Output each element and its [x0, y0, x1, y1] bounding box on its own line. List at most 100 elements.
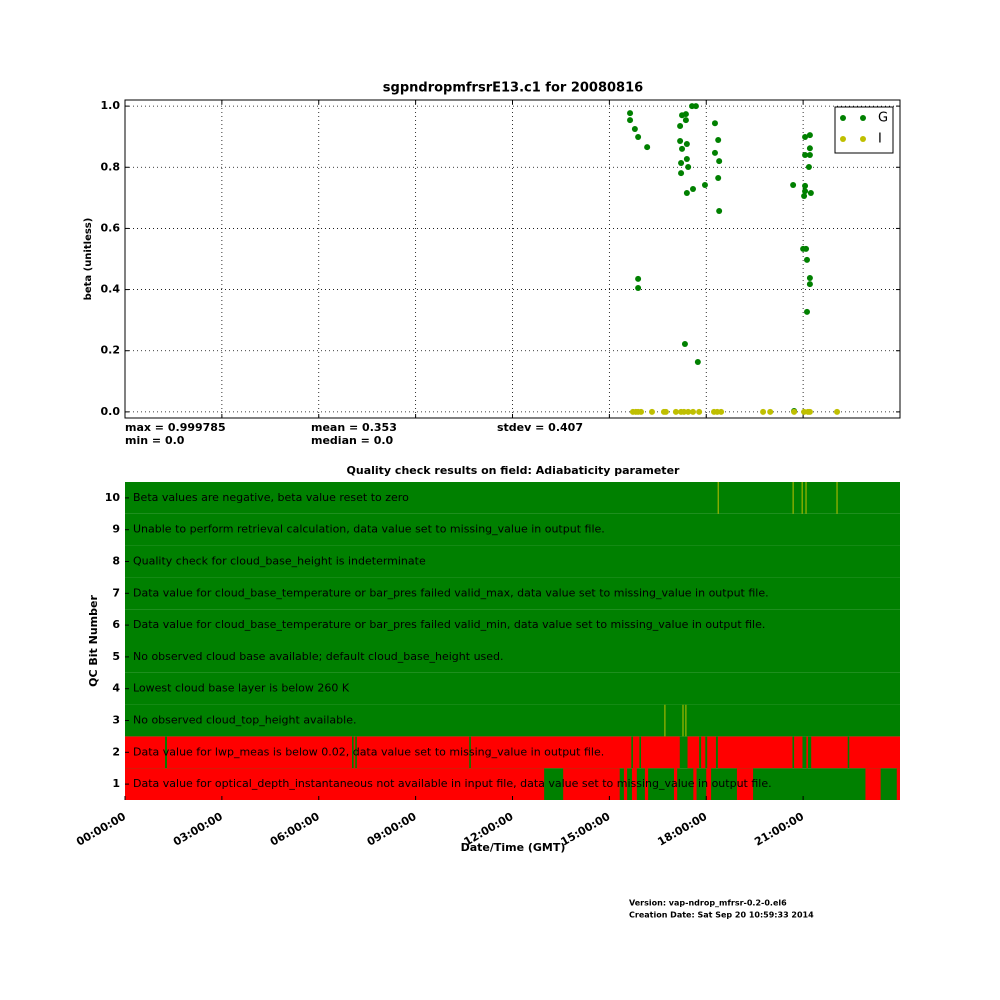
footer-version: Version: vap-ndrop_mfrsr-0.2-0.el6 [629, 899, 787, 908]
qc-fail [356, 736, 470, 769]
stat: min = 0.0 [125, 434, 185, 447]
x-tick-label: 15:00:00 [558, 810, 612, 849]
point [627, 110, 634, 117]
y-tick-label: 0.2 [101, 344, 121, 357]
qc-fail [811, 736, 848, 769]
point [791, 408, 798, 415]
x-tick-label: 06:00:00 [268, 810, 322, 849]
point [711, 149, 718, 156]
qc-fail [673, 768, 678, 800]
point [802, 188, 809, 195]
qc-fail [707, 736, 716, 769]
point [682, 117, 689, 124]
qc-fail [166, 736, 353, 769]
y-tick-label: 0.8 [101, 160, 121, 173]
qc-fail [794, 736, 803, 769]
qc-fail [353, 736, 356, 769]
point [631, 126, 638, 133]
point [805, 163, 812, 170]
y-axis-label: beta (unitless) [83, 218, 94, 301]
x-axis-label: Date/Time (GMT) [461, 841, 566, 854]
point [767, 408, 774, 415]
point [635, 285, 642, 292]
qc-description: No observed cloud_top_height available. [133, 714, 356, 727]
qc-description: Data value for optical_depth_instantaneo… [133, 777, 772, 790]
legend-marker [860, 115, 866, 121]
point [802, 182, 809, 189]
qc-fail [563, 768, 620, 800]
qc-description: Beta values are negative, beta value res… [133, 491, 409, 504]
stat: stdev = 0.407 [497, 421, 583, 434]
point [790, 182, 797, 189]
point [680, 408, 687, 415]
point [681, 341, 688, 348]
plot-frame [124, 99, 901, 419]
point [801, 193, 808, 200]
qc-fail [717, 736, 793, 769]
point [683, 156, 690, 163]
qc-description: Unable to perform retrieval calculation,… [133, 523, 605, 536]
qc-fail [470, 736, 632, 769]
point [701, 182, 708, 189]
qc-fail [736, 768, 754, 800]
qc-row [125, 641, 900, 673]
x-tick-label: 09:00:00 [365, 810, 419, 849]
qc-row [125, 513, 900, 546]
point [807, 189, 814, 196]
qc-fail [896, 768, 900, 800]
point [649, 408, 655, 415]
point [677, 137, 684, 144]
point [802, 152, 809, 159]
qc-row [125, 704, 900, 737]
qc-fail [125, 736, 166, 769]
point [716, 207, 723, 214]
point [638, 408, 645, 415]
qc-fail [806, 736, 808, 769]
qc-row [125, 545, 900, 578]
y-tick-label: 1.0 [101, 99, 121, 112]
point [685, 408, 692, 415]
y-tick-label: 4 [112, 682, 120, 695]
y-tick-label: 3 [112, 714, 120, 727]
qc-fail [865, 768, 881, 800]
x-tick-label: 18:00:00 [655, 810, 709, 849]
stat: max = 0.999785 [125, 421, 226, 434]
y-tick-label: 1 [112, 777, 120, 790]
qc-description: Lowest cloud base layer is below 260 K [133, 682, 350, 695]
qc-description: No observed cloud base available; defaul… [133, 650, 504, 663]
stat: mean = 0.353 [311, 421, 397, 434]
y-tick-label: 9 [112, 523, 120, 536]
qc-description: Data value for cloud_base_temperature or… [133, 618, 765, 631]
legend-marker [840, 115, 846, 121]
y-tick-label: 7 [112, 586, 120, 599]
qc-fail [632, 736, 640, 769]
plot-area [125, 100, 900, 418]
point [635, 275, 642, 282]
chart-title: sgpndropmfrsrE13.c1 for 20080816 [383, 81, 643, 96]
qc-fail [631, 768, 637, 800]
point [672, 408, 679, 415]
point [683, 189, 690, 196]
point [806, 152, 813, 159]
qc-fail [644, 768, 649, 800]
legend-marker [860, 136, 866, 142]
legend-box [834, 106, 894, 154]
y-tick-label: 0.4 [101, 283, 121, 296]
qc-row [125, 672, 900, 705]
y-tick-label: 5 [112, 650, 120, 663]
point [806, 408, 813, 415]
qc-description: Data value for cloud_base_temperature or… [133, 586, 769, 599]
legend-label: I [878, 132, 882, 147]
point [806, 132, 813, 139]
point [694, 359, 701, 366]
point [803, 245, 810, 252]
point [760, 408, 767, 415]
point [678, 170, 685, 177]
point [662, 408, 669, 415]
y-tick-label: 2 [112, 745, 120, 758]
y-tick-label: 0.0 [101, 405, 121, 418]
point [677, 122, 684, 129]
qc-fail [693, 768, 697, 800]
qc-row [125, 609, 900, 641]
